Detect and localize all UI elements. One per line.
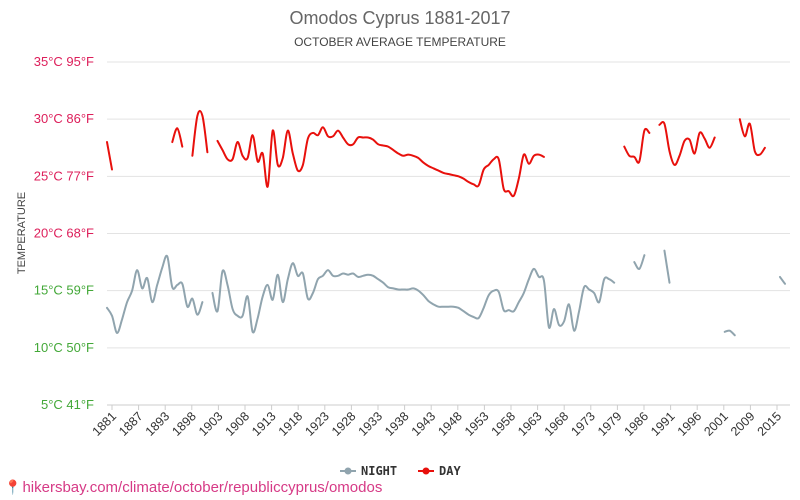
series-night-segment [106,254,204,334]
series-day-segment [191,109,209,157]
y-tick-label: 25°C 77°F [34,168,94,183]
footer-source[interactable]: 📍hikersbay.com/climate/october/republicc… [4,479,382,496]
legend-item-day[interactable]: DAY [418,464,461,478]
x-tick-label: 1943 [409,409,439,439]
series-day-segment [106,141,113,171]
series-night-segment [211,262,616,334]
x-tick-label: 1918 [276,409,306,439]
x-tick-label: 2009 [728,409,758,439]
series-day-segment [738,118,766,157]
x-tick-label: 1933 [356,409,386,439]
legend-label: NIGHT [361,464,397,478]
x-tick-label: 1991 [648,409,678,439]
x-tick-label: 1979 [595,409,625,439]
x-tick-label: 1913 [249,409,279,439]
y-tick-label: 35°C 95°F [34,54,94,69]
x-tick-label: 1881 [90,409,120,439]
series-night-segment [778,275,786,285]
legend-swatch-marker [344,467,352,475]
legend-swatch-marker [422,467,430,475]
chart-title: Omodos Cyprus 1881-2017 [289,8,510,28]
footer-url: hikersbay.com/climate/october/republiccy… [22,479,383,496]
legend-label: DAY [439,464,461,478]
series-night-segment [663,249,671,284]
y-tick-label: 5°C 41°F [41,397,94,412]
x-tick-label: 1986 [622,409,652,439]
series-night-segment [633,254,646,270]
x-tick-label: 1958 [489,409,519,439]
x-tick-label: 2015 [755,409,785,439]
chart-legend: NIGHT DAY [340,464,461,478]
legend-item-night[interactable]: NIGHT [340,464,397,478]
x-tick-label: 1938 [382,409,412,439]
x-tick-label: 1893 [143,409,173,439]
series-day-segment [171,127,184,148]
x-tick-label: 1898 [169,409,199,439]
x-tick-label: 1963 [515,409,545,439]
x-tick-label: 1973 [568,409,598,439]
x-tick-label: 1953 [462,409,492,439]
y-tick-label: 30°C 86°F [34,111,94,126]
y-axis-title: TEMPERATURE [16,192,28,274]
x-tick-label: 1948 [435,409,465,439]
series-night-segment [723,329,736,337]
series-night-line [106,249,786,337]
series-day-segment [658,121,716,166]
location-pin-icon: 📍 [4,479,22,495]
x-tick-label: 1908 [223,409,253,439]
x-tick-label: 1903 [196,409,226,439]
x-tick-label: 1968 [542,409,572,439]
y-tick-label: 10°C 50°F [34,340,94,355]
series-day-segment [216,126,545,198]
y-tick-label: 20°C 68°F [34,226,94,241]
series-day-line [106,109,766,198]
x-tick-label: 2001 [701,409,731,439]
y-tick-label: 15°C 59°F [34,283,94,298]
x-tick-label: 1996 [675,409,705,439]
chart-subtitle: OCTOBER AVERAGE TEMPERATURE [294,35,506,49]
x-tick-label: 1923 [302,409,332,439]
x-tick-label: 1928 [329,409,359,439]
x-tick-label: 1887 [116,409,146,439]
series-day-segment [623,127,651,164]
